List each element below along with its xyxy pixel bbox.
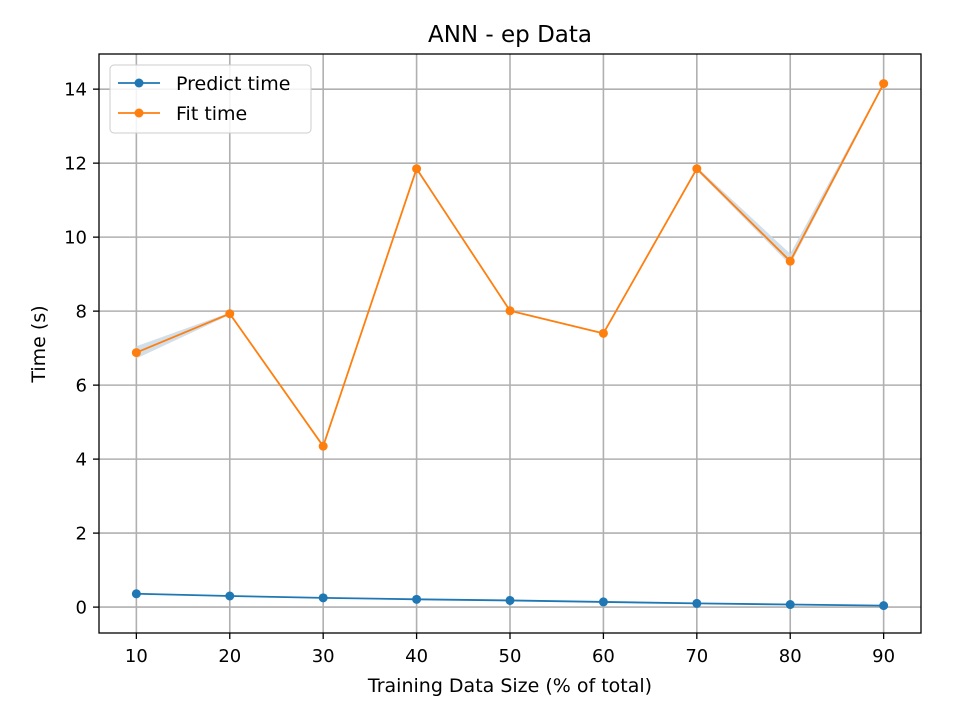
y-tick-label: 0	[76, 598, 87, 619]
data-point-fit-time	[785, 256, 795, 266]
data-point-fit-time	[131, 348, 141, 358]
data-point-fit-time	[412, 164, 422, 174]
x-axis-label: Training Data Size (% of total)	[367, 675, 652, 697]
legend-label-predict-time: Predict time	[176, 73, 290, 95]
legend-marker-predict-time	[134, 78, 144, 88]
chart-title: ANN - ep Data	[428, 22, 592, 48]
y-tick-label: 2	[76, 524, 87, 545]
y-tick-label: 12	[64, 154, 87, 175]
x-tick-label: 80	[779, 646, 802, 667]
data-point-predict-time	[318, 593, 328, 603]
y-tick-label: 14	[64, 80, 87, 101]
legend-marker-fit-time	[134, 108, 144, 118]
x-tick-label: 10	[125, 646, 148, 667]
data-point-fit-time	[225, 309, 235, 319]
data-point-fit-time	[318, 441, 328, 451]
x-tick-label: 50	[499, 646, 522, 667]
data-point-predict-time	[505, 595, 515, 605]
data-point-predict-time	[598, 597, 608, 607]
x-tick-label: 60	[592, 646, 615, 667]
data-point-predict-time	[225, 591, 235, 601]
legend: Predict time Fit time	[109, 64, 312, 134]
legend-label-fit-time: Fit time	[176, 103, 247, 125]
data-point-predict-time	[879, 601, 889, 611]
data-point-predict-time	[785, 600, 795, 610]
y-tick-label: 8	[76, 302, 87, 323]
x-tick-label: 70	[685, 646, 708, 667]
data-point-predict-time	[131, 589, 141, 599]
data-point-fit-time	[692, 164, 702, 174]
x-tick-label: 20	[218, 646, 241, 667]
data-point-fit-time	[879, 79, 889, 89]
legend-box	[109, 64, 312, 134]
y-axis-label: Time (s)	[28, 305, 50, 383]
y-tick-label: 10	[64, 228, 87, 249]
x-tick-label: 90	[872, 646, 895, 667]
data-point-predict-time	[412, 594, 422, 604]
data-point-fit-time	[505, 306, 515, 316]
data-point-predict-time	[692, 598, 702, 608]
series-layer	[131, 79, 889, 611]
x-tick-label: 30	[312, 646, 335, 667]
y-tick-label: 4	[76, 450, 87, 471]
data-point-fit-time	[598, 328, 608, 338]
x-tick-label: 40	[405, 646, 428, 667]
ticks: 10 20 30 40 50 60 70 80 90 0 2 4 6 8 10 12 14	[64, 80, 895, 667]
y-tick-label: 6	[76, 376, 87, 397]
